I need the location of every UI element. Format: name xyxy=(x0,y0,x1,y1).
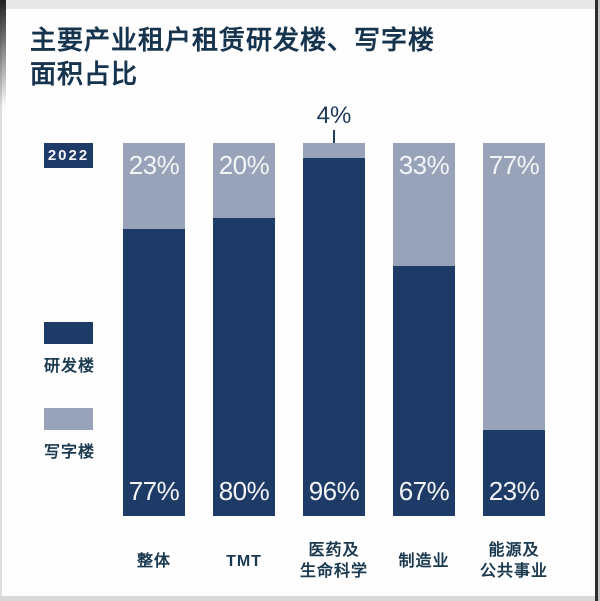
category-axis: 整体 TMT 医药及生命科学 制造业 能源及公共事业 xyxy=(123,538,549,586)
office-share-label: 23% xyxy=(128,150,180,180)
segment-rnd: 96% xyxy=(303,157,365,516)
category-label: TMT xyxy=(213,538,275,586)
rnd-share-label: 23% xyxy=(488,475,540,506)
legend: 研发楼 写字楼 xyxy=(44,322,134,494)
category-label-line: 公共事业 xyxy=(480,563,549,580)
office-share-label: 20% xyxy=(218,150,270,180)
category-label-line: 整体 xyxy=(136,552,171,570)
legend-swatch-office xyxy=(44,408,93,430)
photo-edge-right xyxy=(595,0,598,601)
category-label-line: TMT xyxy=(226,552,262,570)
category-label-line: 能源及 xyxy=(488,542,540,560)
segment-rnd: 23% xyxy=(483,430,545,516)
segment-office: 77% xyxy=(483,143,545,431)
rnd-share-label: 67% xyxy=(398,475,450,506)
segment-office: 20% xyxy=(213,143,275,218)
category-label: 整体 xyxy=(123,538,185,586)
legend-item-office: 写字楼 xyxy=(44,408,134,462)
segment-rnd: 77% xyxy=(123,228,185,516)
chart-title-line1: 主要产业租户租赁研发楼、写字楼 xyxy=(30,26,436,55)
category-label: 能源及 公共事业 xyxy=(480,538,549,586)
bar-3: 4% 96% xyxy=(303,102,365,516)
bar-5: 77% 23% xyxy=(483,143,545,516)
legend-item-rnd: 研发楼 xyxy=(44,322,134,376)
photo-edge-left xyxy=(0,0,2,601)
office-share-callout-label: 4% xyxy=(316,102,352,129)
photo-corner-shadow xyxy=(0,0,6,120)
photo-edge-top xyxy=(0,0,600,9)
legend-label-rnd: 研发楼 xyxy=(44,358,96,375)
category-label: 制造业 xyxy=(393,538,455,586)
bar-4: 33% 67% xyxy=(393,143,455,516)
segment-rnd: 80% xyxy=(213,217,275,516)
chart-title-line2: 面积占比 xyxy=(30,60,139,90)
category-label-line: 生命科学 xyxy=(300,563,369,580)
rnd-share-label: 80% xyxy=(218,475,270,506)
photo-edge-right-outer xyxy=(598,0,600,601)
category-label-line: 医药及 xyxy=(308,542,360,560)
office-share-label: 77% xyxy=(488,150,540,180)
bar-1: 23% 77% xyxy=(123,143,185,516)
chart-title: 主要产业租户租赁研发楼、写字楼 面积占比 xyxy=(30,24,570,93)
category-label: 医药及 生命科学 xyxy=(300,538,369,586)
segment-office xyxy=(303,143,365,158)
segment-office: 23% xyxy=(123,143,185,229)
segment-rnd: 67% xyxy=(393,266,455,516)
legend-swatch-rnd xyxy=(44,322,93,344)
legend-label-office: 写字楼 xyxy=(44,444,96,461)
photo-edge-bottom xyxy=(0,596,600,601)
year-badge: 2022 xyxy=(44,143,93,168)
category-label-line: 制造业 xyxy=(398,552,450,570)
bars-row: 23% 77% 20% 80% 4% 96% 33% 67% 77% 23% xyxy=(123,102,545,516)
rnd-share-label: 77% xyxy=(128,475,180,506)
rnd-share-label: 96% xyxy=(308,475,360,506)
office-share-label: 33% xyxy=(398,150,450,180)
segment-office: 33% xyxy=(393,143,455,267)
bar-2: 20% 80% xyxy=(213,143,275,516)
